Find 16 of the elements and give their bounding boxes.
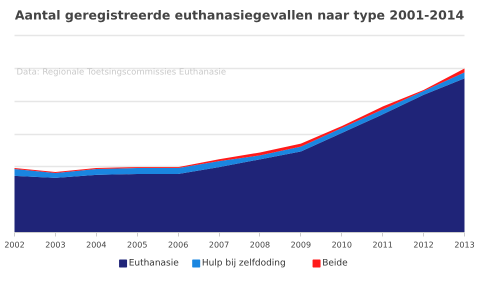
x-tick-label: 2002 [4, 240, 25, 250]
x-tick-label: 2003 [45, 240, 66, 250]
chart-title: Aantal geregistreerde euthanasiegevallen naar type 2001-2014 [14, 8, 464, 22]
x-tick-label: 2005 [127, 240, 148, 250]
legend-label: Hulp bij zelfdoding [202, 258, 286, 268]
x-tick-label: 2013 [454, 240, 475, 250]
x-tick-label: 2007 [208, 240, 230, 250]
x-tick-label: 2011 [372, 240, 393, 250]
x-tick-label: 2012 [413, 240, 434, 250]
x-tick-label: 2009 [290, 240, 312, 250]
legend-label: Beide [322, 258, 348, 268]
x-tick-label: 2006 [168, 240, 188, 250]
x-tick-label: 2008 [250, 240, 270, 250]
x-tick-label: 2010 [332, 240, 352, 250]
legend-label: Euthanasie [128, 258, 180, 268]
x-tick-label: 2004 [86, 240, 106, 250]
